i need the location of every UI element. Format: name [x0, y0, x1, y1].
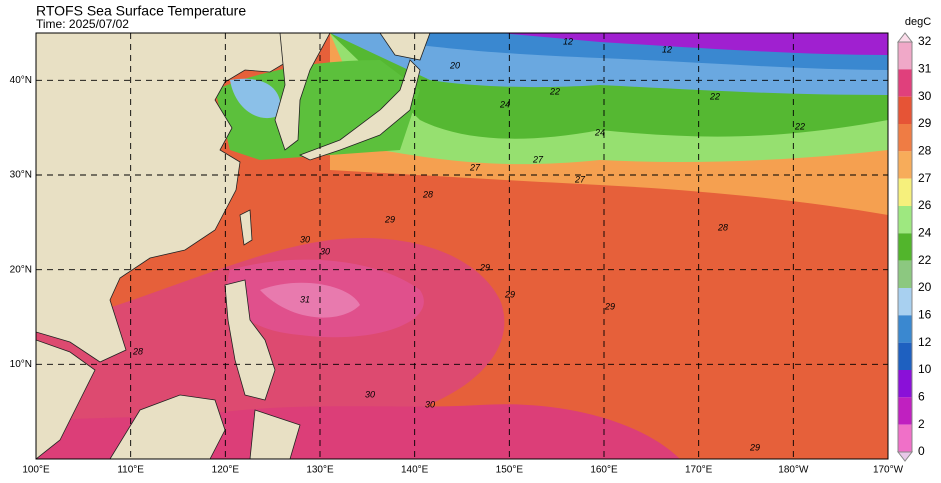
- colorbar-segment: [898, 370, 912, 398]
- colorbar-label: 26: [918, 198, 932, 212]
- contour-label: 29: [384, 214, 395, 224]
- contour-label: 24: [594, 127, 605, 137]
- contour-label: 27: [469, 162, 481, 172]
- colorbar-label: 24: [918, 226, 932, 240]
- lon-label: 180°W: [778, 465, 809, 476]
- lon-label: 150°E: [496, 465, 524, 476]
- lat-label: 20°N: [10, 264, 32, 275]
- japan: [299, 59, 421, 161]
- colorbar-label: 22: [918, 253, 932, 267]
- colorbar-segment: [898, 424, 912, 452]
- colorbar-segment: [898, 42, 912, 70]
- colorbar-label: 32: [918, 34, 932, 48]
- colorbar-segment: [898, 260, 912, 288]
- contour-label: 28: [132, 346, 143, 356]
- philippines: [224, 279, 276, 401]
- map-frame: [35, 32, 889, 460]
- axis-labels: 100°E 110°E 120°E 130°E 140°E 150°E 160°E 170°E…: [10, 75, 904, 476]
- lon-label: 100°E: [22, 465, 50, 476]
- lon-label: 120°E: [212, 465, 240, 476]
- colorbar-segment: [898, 124, 912, 152]
- colorbar-label: 10: [918, 362, 932, 376]
- korea: [274, 33, 331, 151]
- contour-label: 28: [717, 222, 728, 232]
- colorbar-label: 12: [918, 335, 932, 349]
- contour-label: 12: [662, 44, 672, 54]
- lon-label: 160°E: [590, 465, 618, 476]
- contour-label: 29: [479, 262, 490, 272]
- lon-label: 110°E: [117, 465, 144, 476]
- colorbar-segment: [898, 206, 912, 234]
- contour-label: 29: [504, 289, 515, 299]
- contour-label: 27: [532, 154, 544, 164]
- colorbar-top: [896, 32, 914, 43]
- title: RTOFS Sea Surface Temperature: [36, 3, 246, 19]
- colorbar-segment: [898, 315, 912, 343]
- colorbar-bottom: [896, 451, 914, 462]
- colorbar-segment: [898, 233, 912, 261]
- colorbar-segment: [898, 96, 912, 124]
- colorbar-frame: [897, 41, 913, 453]
- colorbar-label: 28: [918, 144, 932, 158]
- colorbar-segment: [898, 288, 912, 316]
- bohai: [230, 78, 281, 119]
- contour-label: 29: [749, 442, 760, 452]
- contour-label: 20: [449, 60, 460, 70]
- sulawesi: [249, 409, 301, 459]
- colorbar-unit: degC: [905, 16, 931, 28]
- contour-label: 22: [549, 86, 560, 96]
- lon-label: 170°E: [685, 465, 713, 476]
- lon-label: 170°W: [873, 465, 904, 476]
- lat-label: 30°N: [10, 170, 32, 181]
- colorbar-label: 27: [918, 171, 932, 185]
- taiwan: [239, 209, 253, 246]
- contour-label: 12: [563, 36, 573, 46]
- contour-labels: 12 12 20 22 22 24 24 22 27 27 27 28 28 29 29 29 29 30 30 30…: [132, 36, 805, 452]
- colorbar-label: 30: [918, 89, 932, 103]
- contour-label: 22: [794, 121, 805, 131]
- colorbar-segment: [898, 342, 912, 370]
- contour-label: 27: [574, 174, 586, 184]
- lon-label: 140°E: [401, 465, 429, 476]
- lat-label: 40°N: [10, 75, 32, 86]
- colorbar-label: 29: [918, 116, 932, 130]
- colorbar-label: 6: [918, 390, 925, 404]
- warm-peak: [260, 282, 360, 318]
- colorbar-segment: [898, 397, 912, 425]
- contour-label: 30: [425, 399, 435, 409]
- time: Time: 2025/07/02: [36, 17, 129, 31]
- colorbar-label: 2: [918, 417, 925, 431]
- colorbar-label: 31: [918, 62, 932, 76]
- band-12: [500, 33, 888, 55]
- contour-label: 24: [499, 99, 510, 109]
- colorbar-segment: [898, 178, 912, 206]
- graticule: [36, 33, 888, 459]
- lat-label: 10°N: [10, 359, 32, 370]
- contour-label: 30: [365, 389, 375, 399]
- colorbar-segment: [898, 69, 912, 97]
- map: 12 12 20 22 22 24 24 22 27 27 27 28 28 29 29 29 29 30 30 30…: [36, 33, 888, 459]
- colorbar-label: 16: [918, 308, 932, 322]
- contour-label: 22: [709, 91, 720, 101]
- contour-label: 30: [320, 246, 330, 256]
- colorbar-label: 0: [918, 444, 925, 458]
- asia: [36, 33, 301, 363]
- hokkaido: [379, 33, 431, 61]
- colorbar-segment: [898, 151, 912, 179]
- contour-label: 31: [300, 294, 310, 304]
- contour-label: 28: [422, 189, 433, 199]
- indochina: [36, 339, 96, 459]
- lon-label: 130°E: [306, 465, 334, 476]
- colorbar-label: 20: [918, 280, 932, 294]
- contour-label: 29: [604, 301, 615, 311]
- contour-label: 30: [300, 234, 310, 244]
- borneo: [109, 394, 226, 459]
